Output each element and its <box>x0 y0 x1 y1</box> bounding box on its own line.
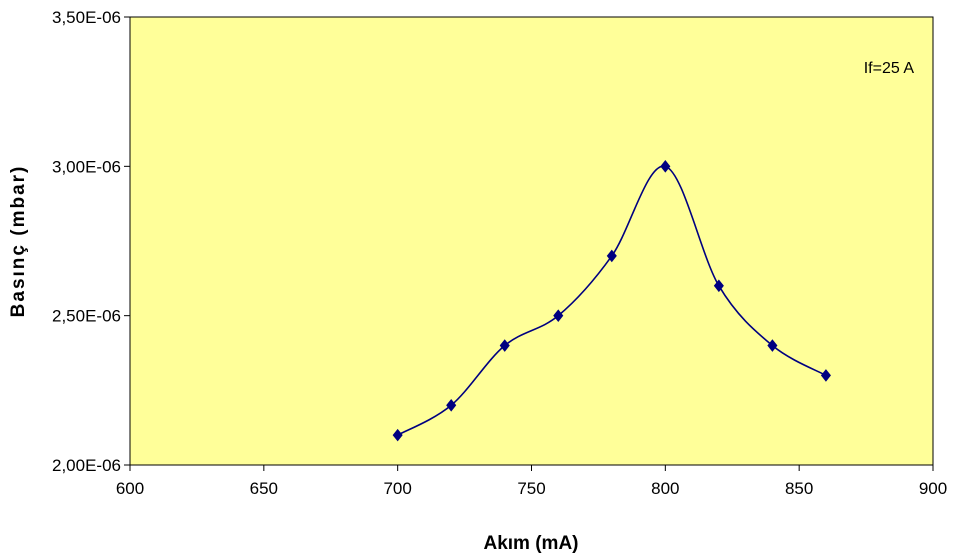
data-point-marker <box>767 339 778 352</box>
x-tick-label: 650 <box>250 479 278 498</box>
x-tick-label: 800 <box>651 479 679 498</box>
x-tick-label: 850 <box>785 479 813 498</box>
data-point-marker <box>820 369 831 382</box>
y-tick-label: 2,00E-06 <box>52 456 121 475</box>
x-tick-label: 750 <box>517 479 545 498</box>
x-tick-label: 900 <box>919 479 947 498</box>
y-axis-label: Basınç (mbar) <box>8 165 29 318</box>
series-markers <box>392 160 831 442</box>
data-point-marker <box>553 309 564 322</box>
x-axis: 600 650 700 750 800 850 900 <box>116 465 947 498</box>
data-point-marker <box>499 339 510 352</box>
y-tick-label: 3,00E-06 <box>52 157 121 176</box>
y-axis: 2,00E-06 2,50E-06 3,00E-06 3,50E-06 <box>52 8 130 475</box>
y-tick-label: 2,50E-06 <box>52 307 121 326</box>
data-point-marker <box>392 428 403 442</box>
series-line <box>397 165 827 436</box>
annotation-label: If=25 A <box>864 60 915 77</box>
plot-area <box>129 16 934 466</box>
x-tick-label: 600 <box>116 479 144 498</box>
data-point-marker <box>660 160 671 173</box>
x-axis-label: Akım (mA) <box>483 533 578 554</box>
x-tick-label: 700 <box>383 479 411 498</box>
y-tick-label: 3,50E-06 <box>52 8 121 27</box>
data-point-marker <box>713 279 724 293</box>
data-point-marker <box>446 398 457 412</box>
data-point-marker <box>606 249 617 263</box>
